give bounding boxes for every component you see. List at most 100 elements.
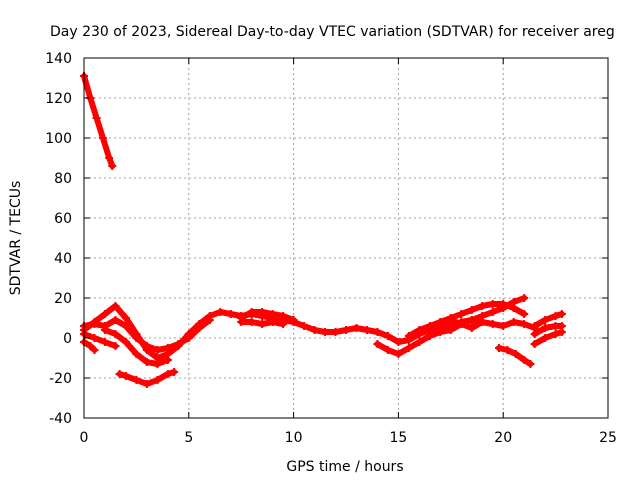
chart-title: Day 230 of 2023, Sidereal Day-to-day VTE… — [50, 24, 615, 40]
data-point — [111, 330, 120, 338]
data-point — [170, 368, 179, 376]
data-point — [415, 338, 424, 346]
data-point — [226, 310, 235, 318]
series-line — [81, 331, 119, 349]
data-point — [247, 308, 256, 316]
tick-labels: 0 5 10 15 20 25 -40 -20 0 20 40 60 80 100 120 140 — [45, 51, 617, 446]
data-point — [163, 370, 172, 378]
data-point — [541, 334, 550, 342]
data-point — [520, 294, 529, 302]
data-point — [467, 324, 476, 332]
series-line — [437, 317, 538, 331]
data-point — [457, 310, 466, 318]
data-point — [541, 324, 550, 332]
data-point — [153, 360, 162, 368]
data-point — [511, 350, 520, 358]
x-tick-label: 20 — [494, 430, 512, 446]
data-point — [478, 318, 487, 326]
data-point — [503, 346, 512, 354]
data-point — [132, 376, 141, 384]
x-tick-label: 15 — [389, 430, 407, 446]
data-point — [100, 326, 109, 334]
data-point — [520, 310, 529, 318]
data-point — [495, 344, 504, 352]
grid — [84, 58, 608, 418]
data-point — [373, 328, 382, 336]
data-point — [142, 358, 151, 366]
data-point — [142, 380, 151, 388]
data-point — [100, 338, 109, 346]
data-point — [289, 316, 298, 324]
data-point — [436, 328, 445, 336]
data-point — [132, 334, 141, 342]
data-point — [530, 322, 539, 330]
data-point — [121, 314, 130, 322]
y-tick-label: 20 — [54, 291, 72, 307]
data-point — [92, 114, 101, 122]
y-tick-label: -20 — [49, 371, 72, 387]
y-tick-label: 120 — [45, 91, 72, 107]
data-point — [425, 322, 434, 330]
data-point — [436, 318, 445, 326]
data-point — [499, 322, 508, 330]
series-trace-main-c — [100, 326, 172, 368]
data-point — [105, 154, 114, 162]
data-point — [394, 350, 403, 358]
ticks — [83, 57, 609, 419]
data-point — [279, 312, 288, 320]
data-point — [499, 300, 508, 308]
data-point — [557, 322, 566, 330]
data-point — [526, 360, 535, 368]
data-point — [279, 320, 288, 328]
data-point — [404, 332, 413, 340]
y-tick-label: -40 — [49, 411, 72, 427]
x-tick-label: 10 — [285, 430, 303, 446]
data-point — [520, 320, 529, 328]
data-point — [111, 342, 120, 350]
data-point — [530, 330, 539, 338]
series-trace-late-low — [495, 344, 535, 368]
data-point — [373, 340, 382, 348]
x-tick-label: 5 — [184, 430, 193, 446]
data-point — [163, 356, 172, 364]
series-trace-afternoon-dip — [373, 294, 529, 358]
data-point — [205, 316, 214, 324]
series-trace-late-a — [530, 310, 566, 330]
data-point — [467, 316, 476, 324]
data-point — [530, 340, 539, 348]
data-point — [258, 308, 267, 316]
data-point — [425, 332, 434, 340]
data-point — [247, 318, 256, 326]
data-point — [362, 326, 371, 334]
data-point — [98, 134, 107, 142]
data-point — [352, 324, 361, 332]
data-point — [258, 320, 267, 328]
series-trace-mid-lower — [237, 318, 288, 328]
y-tick-label: 80 — [54, 171, 72, 187]
series-trace-late-b — [530, 328, 566, 348]
data-point — [310, 326, 319, 334]
data-point — [551, 330, 560, 338]
data-point — [300, 322, 309, 330]
data-point — [174, 340, 183, 348]
y-tick-label: 140 — [45, 51, 72, 67]
data-point — [488, 308, 497, 316]
data-point — [237, 318, 246, 326]
x-tick-label: 0 — [80, 430, 89, 446]
y-tick-label: 40 — [54, 251, 72, 267]
series-trace-low — [115, 368, 179, 388]
data-point — [478, 302, 487, 310]
data-point — [394, 338, 403, 346]
plot-frame — [83, 57, 609, 419]
data-point — [195, 324, 204, 332]
data-point — [557, 310, 566, 318]
data-point — [142, 342, 151, 350]
data-point — [163, 344, 172, 352]
data-point — [108, 162, 117, 170]
data-point — [488, 320, 497, 328]
data-point — [86, 342, 95, 350]
data-point — [331, 328, 340, 336]
data-point — [446, 326, 455, 334]
